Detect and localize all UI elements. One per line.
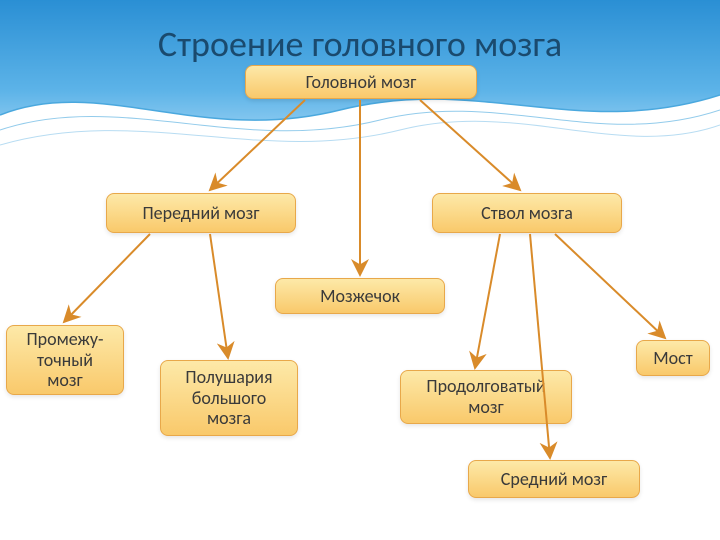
- node-label: Ствол мозга: [481, 203, 573, 224]
- node-label: Средний мозг: [501, 469, 607, 490]
- node-label: Промежу-точныймозг: [26, 329, 103, 391]
- node-label: Мост: [653, 348, 692, 369]
- node-label: Головной мозг: [306, 72, 417, 93]
- node-medulla: Продолговатыймозг: [400, 370, 572, 424]
- node-root: Головной мозг: [245, 65, 477, 99]
- node-pons: Мост: [636, 340, 710, 376]
- node-label: Продолговатыймозг: [426, 376, 545, 417]
- node-forebrain: Передний мозг: [106, 193, 296, 233]
- node-cerebellum: Мозжечок: [275, 278, 445, 314]
- diagram-title: Строение головного мозга: [0, 22, 720, 66]
- node-brainstem: Ствол мозга: [432, 193, 622, 233]
- node-midbrain: Средний мозг: [468, 460, 640, 498]
- node-label: Мозжечок: [320, 286, 400, 307]
- node-label: Передний мозг: [142, 203, 259, 224]
- node-label: Полушариябольшогомозга: [185, 367, 272, 429]
- node-hemispheres: Полушариябольшогомозга: [160, 360, 298, 436]
- node-diencephalon: Промежу-точныймозг: [6, 325, 124, 395]
